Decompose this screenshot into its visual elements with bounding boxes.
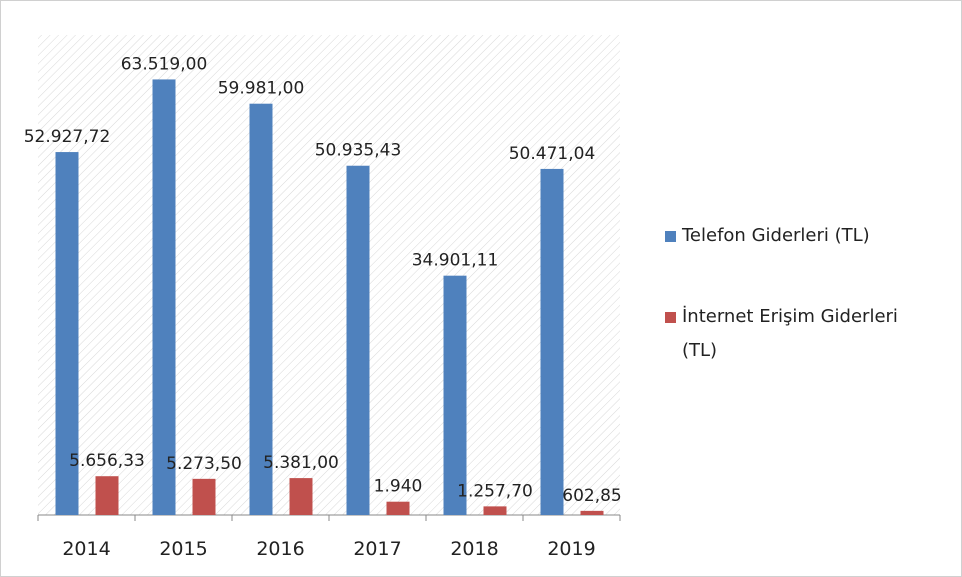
bar xyxy=(483,506,507,515)
data-label: 5.273,50 xyxy=(166,454,242,474)
x-tick-label: 2019 xyxy=(547,538,595,560)
bar xyxy=(152,79,176,516)
data-label: 1.940 xyxy=(374,477,423,497)
data-label: 50.935,43 xyxy=(315,141,402,161)
data-label: 34.901,11 xyxy=(412,251,499,271)
x-tick-label: 2014 xyxy=(62,538,110,560)
data-label: 59.981,00 xyxy=(218,79,305,99)
bar xyxy=(346,165,370,515)
x-tick-label: 2016 xyxy=(256,538,304,560)
bar xyxy=(95,476,119,515)
bar xyxy=(289,478,313,515)
bar xyxy=(386,501,410,515)
legend-swatch xyxy=(665,231,676,242)
legend-item: Telefon Giderleri (TL) xyxy=(665,219,927,253)
legend-label: Telefon Giderleri (TL) xyxy=(682,225,870,246)
x-tick-label: 2018 xyxy=(450,538,498,560)
plot-area xyxy=(38,35,620,515)
bar xyxy=(443,275,467,515)
bar xyxy=(580,510,604,515)
data-label: 50.471,04 xyxy=(509,144,596,164)
bar xyxy=(55,152,79,515)
data-label: 1.257,70 xyxy=(457,481,533,501)
bar xyxy=(540,168,564,515)
x-tick-label: 2017 xyxy=(353,538,401,560)
data-label: 602,85 xyxy=(562,486,621,506)
legend-swatch xyxy=(665,312,676,323)
data-label: 63.519,00 xyxy=(121,54,208,74)
data-label: 5.381,00 xyxy=(263,453,339,473)
legend-label: İnternet Erişim Giderleri (TL) xyxy=(682,306,898,361)
data-label: 52.927,72 xyxy=(24,127,111,147)
data-label: 5.656,33 xyxy=(69,451,145,471)
x-tick-label: 2015 xyxy=(159,538,207,560)
legend-item: İnternet Erişim Giderleri (TL) xyxy=(665,300,927,368)
bar xyxy=(192,478,216,515)
bar xyxy=(249,103,273,515)
